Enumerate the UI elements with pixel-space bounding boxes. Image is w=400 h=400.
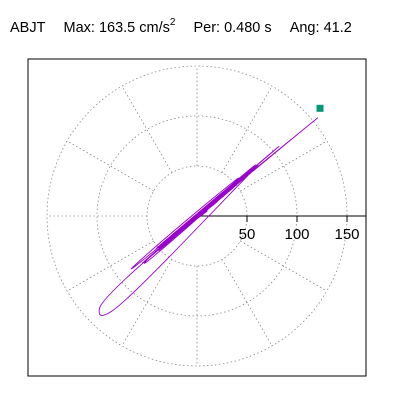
grid-spoke-30 <box>240 140 328 192</box>
ang-label: Ang: <box>289 20 320 36</box>
grid-spoke-150 <box>66 140 154 192</box>
marker-group <box>316 104 324 112</box>
grid-spoke-240 <box>121 259 173 347</box>
orbit-trace <box>98 117 319 316</box>
ang-value: 41.2 <box>323 20 352 36</box>
plot-frame <box>27 58 367 377</box>
station-code: ABJT <box>10 20 46 36</box>
grid-spoke-120 <box>121 85 173 173</box>
radial-tick-label-50: 50 <box>239 226 256 243</box>
max-label: Max: <box>63 20 95 36</box>
per-value: 0.480 s <box>224 20 272 36</box>
per-label: Per: <box>193 20 221 36</box>
radial-tick-label-150: 150 <box>334 226 359 243</box>
grid-spoke-210 <box>66 240 154 292</box>
radial-tick-label-100: 100 <box>284 226 309 243</box>
max-value: 163.5 cm/s <box>98 20 170 36</box>
peak-marker <box>316 104 324 112</box>
grid-spoke-300 <box>221 259 273 347</box>
grid-spoke-60 <box>221 85 273 173</box>
grid-spoke-330 <box>240 240 328 292</box>
trace-group <box>98 117 319 316</box>
radial-axis: 50 100 150 <box>197 215 366 243</box>
max-exponent: 2 <box>169 17 176 28</box>
plot-header: ABJT Max: 163.5 cm/s2 Per: 0.480 s Ang: … <box>10 17 352 39</box>
